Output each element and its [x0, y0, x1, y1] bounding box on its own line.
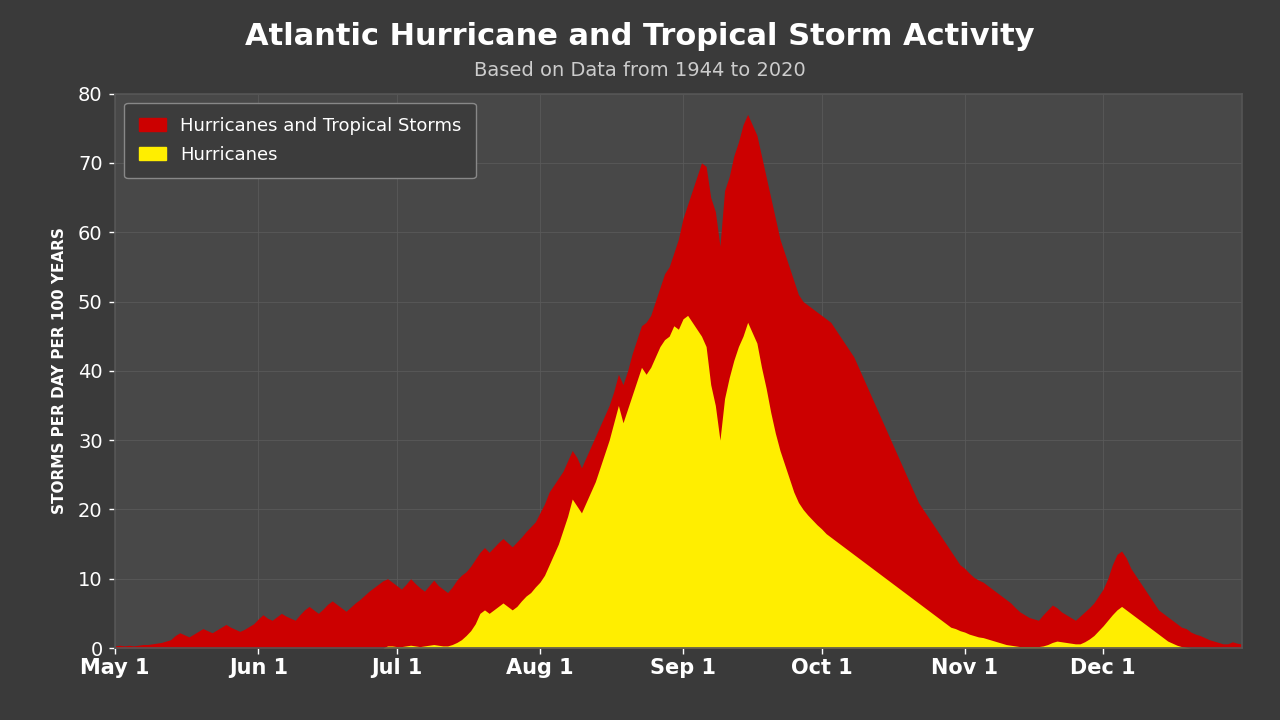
Y-axis label: STORMS PER DAY PER 100 YEARS: STORMS PER DAY PER 100 YEARS	[51, 228, 67, 514]
Text: Atlantic Hurricane and Tropical Storm Activity: Atlantic Hurricane and Tropical Storm Ac…	[246, 22, 1034, 50]
Text: Based on Data from 1944 to 2020: Based on Data from 1944 to 2020	[474, 61, 806, 80]
Legend: Hurricanes and Tropical Storms, Hurricanes: Hurricanes and Tropical Storms, Hurrican…	[124, 103, 476, 179]
